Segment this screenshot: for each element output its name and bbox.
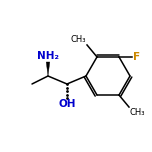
Text: CH₃: CH₃ <box>130 108 145 117</box>
Text: OH: OH <box>58 99 76 109</box>
Text: CH₃: CH₃ <box>71 35 86 44</box>
Polygon shape <box>46 62 50 76</box>
Text: NH₂: NH₂ <box>37 51 59 61</box>
Text: F: F <box>133 52 140 62</box>
